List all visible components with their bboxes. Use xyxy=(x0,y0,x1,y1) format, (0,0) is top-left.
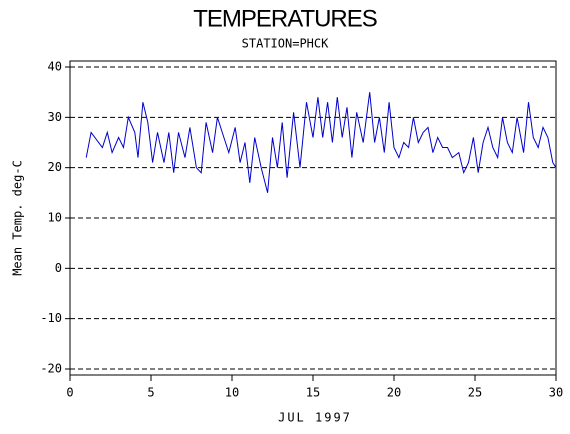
y-tick-label: -20 xyxy=(40,362,62,376)
y-tick-label: 40 xyxy=(48,60,62,74)
y-tick-label: -10 xyxy=(40,311,62,325)
y-tick-label: 10 xyxy=(48,211,62,225)
data-line xyxy=(85,92,557,193)
chart-subtitle: STATION=PHCK xyxy=(242,37,329,51)
x-tick-label: 25 xyxy=(468,386,482,400)
x-tick-label: 15 xyxy=(306,386,320,400)
chart-title: TEMPERATURES xyxy=(193,5,377,32)
x-axis-label: JUL 1997 xyxy=(278,411,352,425)
x-tick-label: 5 xyxy=(147,386,154,400)
y-tick-label: 30 xyxy=(48,110,62,124)
x-tick-label: 10 xyxy=(225,386,239,400)
x-tick-label: 20 xyxy=(387,386,401,400)
y-tick-label: 20 xyxy=(48,160,62,174)
x-tick-label: 0 xyxy=(66,386,73,400)
y-tick-label: 0 xyxy=(55,261,62,275)
x-tick-label: 30 xyxy=(549,386,563,400)
y-axis-label: Mean Temp. deg-C xyxy=(11,160,25,276)
